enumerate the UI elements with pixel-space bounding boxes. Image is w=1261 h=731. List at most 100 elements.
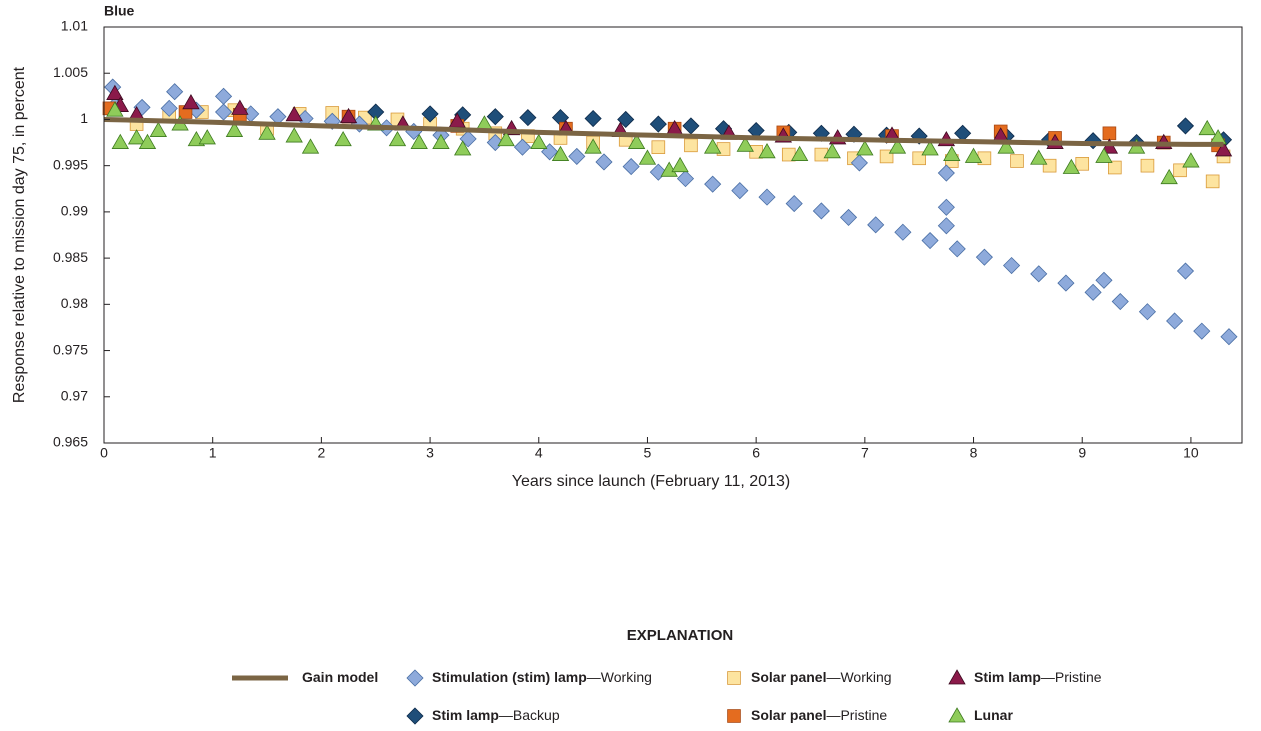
triangle-marker [106, 84, 124, 100]
triangle-marker [627, 133, 646, 149]
triangle-marker [964, 147, 983, 163]
square-marker [1205, 174, 1220, 189]
x-tick-label: 8 [970, 445, 978, 461]
diamond-marker [812, 202, 830, 220]
triangle-marker [551, 145, 570, 161]
triangle-marker [339, 107, 358, 124]
legend-label: Solar panel—Working [751, 669, 892, 685]
triangle-marker [671, 156, 689, 173]
triangle-marker [943, 145, 961, 161]
legend-title: EXPLANATION [627, 627, 733, 644]
triangle-marker [388, 130, 407, 147]
square-marker [1042, 158, 1057, 173]
y-tick-label: 0.975 [53, 341, 88, 357]
triangle-marker [584, 138, 602, 154]
triangle-marker [888, 138, 907, 154]
triangle-marker [285, 106, 303, 122]
triangle-marker [758, 142, 776, 159]
diamond-marker [166, 83, 184, 101]
diamond-marker [1030, 265, 1048, 283]
diamond-marker [214, 103, 233, 121]
diamond-marker [406, 669, 424, 687]
square-marker [651, 140, 666, 154]
triangle-marker [790, 145, 809, 161]
triangle-marker [948, 707, 966, 723]
triangle-marker [1030, 149, 1048, 165]
y-tick-label: 0.965 [53, 434, 88, 450]
diamond-marker [406, 707, 424, 725]
diamond-marker [704, 175, 722, 193]
triangle-marker [258, 124, 276, 140]
square-marker [684, 138, 698, 153]
triangle-marker [1214, 141, 1233, 157]
diamond-marker [486, 133, 504, 152]
square-marker [1075, 157, 1090, 171]
diamond-marker [894, 223, 912, 241]
diamond-marker [421, 105, 439, 123]
triangle-marker [432, 133, 450, 149]
diamond-marker [975, 248, 993, 266]
y-tick-label: 0.98 [61, 295, 88, 311]
diamond-marker [617, 110, 635, 129]
diamond-marker [937, 198, 955, 216]
triangle-marker [1160, 168, 1178, 185]
square-marker [727, 709, 741, 723]
plot-area [102, 78, 1238, 346]
square-marker [1010, 154, 1024, 168]
y-tick-label: 1.01 [61, 18, 88, 34]
diamond-marker [214, 87, 233, 105]
x-tick-label: 0 [100, 445, 108, 461]
triangle-marker [106, 101, 124, 117]
square-marker [727, 671, 741, 685]
triangle-marker [823, 142, 841, 159]
x-tick-label: 2 [317, 445, 325, 461]
triangle-marker [182, 93, 200, 110]
diamond-marker [1138, 303, 1157, 321]
triangle-marker [736, 136, 754, 152]
triangle-marker [453, 140, 472, 156]
x-tick-label: 5 [644, 445, 652, 461]
y-tick-label: 0.99 [61, 203, 88, 219]
triangle-marker [638, 149, 657, 165]
x-tick-label: 6 [752, 445, 760, 461]
diamond-marker [1176, 262, 1195, 280]
triangle-marker [285, 127, 303, 143]
diamond-marker [1057, 274, 1075, 292]
diamond-marker [649, 115, 667, 133]
triangle-marker [149, 121, 168, 137]
triangle-marker [334, 130, 352, 147]
diamond-marker [1095, 271, 1113, 289]
triangle-marker [111, 133, 129, 149]
y-tick-label: 0.985 [53, 249, 88, 265]
diamond-marker [1193, 322, 1211, 340]
diamond-marker [676, 170, 695, 188]
legend-label: Lunar [974, 707, 1013, 723]
x-tick-label: 1 [209, 445, 217, 461]
diamond-marker [758, 188, 776, 206]
triangle-marker [921, 140, 939, 156]
x-tick-label: 7 [861, 445, 869, 461]
diamond-marker [595, 153, 613, 171]
chart-title: Blue [104, 3, 135, 19]
diamond-marker [1084, 283, 1102, 301]
triangle-marker [127, 129, 146, 145]
diamond-marker [1003, 256, 1021, 275]
triangle-marker [948, 669, 966, 685]
triangle-marker [225, 121, 244, 137]
diamond-marker [1166, 312, 1184, 330]
gain-model-line [103, 116, 1224, 147]
square-marker [1108, 160, 1122, 175]
diamond-marker [568, 147, 586, 165]
diamond-marker [937, 217, 955, 235]
legend-label: Stimulation (stim) lamp—Working [432, 669, 652, 685]
diamond-marker [948, 240, 966, 258]
diamond-marker [682, 117, 700, 135]
triangle-marker [997, 138, 1015, 154]
x-tick-label: 9 [1078, 445, 1086, 461]
triangle-marker [1182, 152, 1200, 168]
triangle-marker [1198, 119, 1216, 136]
triangle-marker [497, 130, 515, 147]
y-tick-label: 0.995 [53, 156, 88, 172]
square-marker [1102, 126, 1117, 141]
